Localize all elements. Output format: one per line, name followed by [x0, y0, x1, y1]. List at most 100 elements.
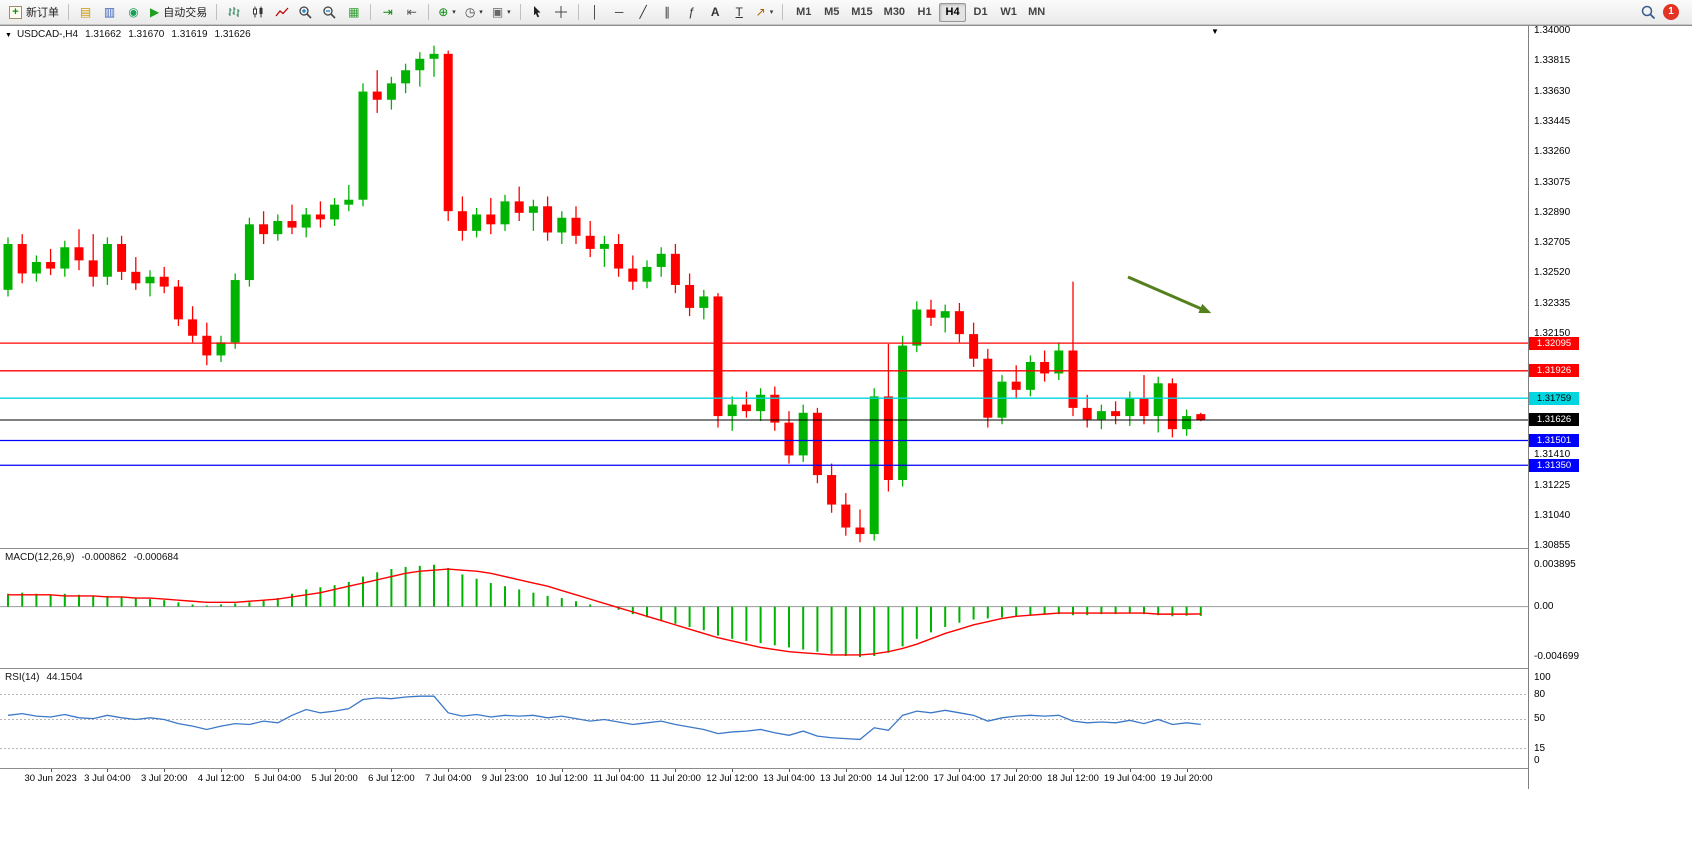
auto-trading-icon: ▶: [150, 5, 160, 19]
price-line-badge: 1.31926: [1529, 364, 1579, 378]
bear-candle: [514, 201, 524, 213]
pane-separator[interactable]: [0, 668, 1692, 669]
chart-shift-button[interactable]: ⇤: [400, 2, 423, 23]
text-button[interactable]: A: [704, 2, 727, 23]
crosshair-button[interactable]: [550, 2, 573, 23]
macd-title: MACD(12,26,9): [5, 552, 75, 563]
bar-chart-button[interactable]: [222, 2, 245, 23]
tile-windows-button[interactable]: ▦: [342, 2, 365, 23]
bear-candle: [202, 335, 212, 356]
navigator-button[interactable]: ▥: [98, 2, 121, 23]
timeframe-button-m5[interactable]: M5: [818, 3, 845, 22]
toolbar-separator: [519, 4, 521, 20]
time-tick: [1129, 769, 1131, 772]
periods-button[interactable]: ◷ ▾: [461, 2, 487, 23]
candlestick-chart-canvas[interactable]: [0, 26, 1528, 548]
cursor-icon: [534, 6, 541, 18]
bear-candle: [17, 243, 27, 274]
timeframe-button-m30[interactable]: M30: [879, 3, 910, 22]
rsi-pane: RSI(14) 44.1504: [0, 669, 1528, 768]
bull-candle: [898, 345, 908, 480]
timeframe-button-h4[interactable]: H4: [939, 2, 967, 22]
cursor-button[interactable]: [526, 2, 549, 23]
time-axis-label: 3 Jul 20:00: [140, 773, 188, 784]
time-axis-label: 19 Jul 04:00: [1103, 773, 1156, 784]
trend-arrow-annotation: [1127, 275, 1205, 312]
price-axis-label: 1.31040: [1534, 510, 1571, 522]
zoom-out-button[interactable]: [318, 2, 341, 23]
templates-button[interactable]: ▣ ▾: [488, 2, 515, 23]
symbol-period-label: USDCAD-,H4: [16, 29, 79, 40]
bear-candle: [770, 394, 780, 423]
bull-candle: [500, 201, 510, 225]
clock-icon: ◷: [464, 5, 476, 19]
timeframe-button-w1[interactable]: W1: [995, 3, 1022, 22]
data-window-button[interactable]: ▤: [74, 2, 97, 23]
price-axis[interactable]: 1.32095 1.31926 1.31759 1.31626 1.31501 1.313…: [1528, 25, 1692, 789]
vertical-line-button[interactable]: │: [584, 2, 607, 23]
bear-candle: [1167, 383, 1177, 430]
timeframe-button-d1[interactable]: D1: [967, 3, 994, 22]
price-axis-label: 1.31225: [1534, 479, 1571, 491]
auto-scroll-button[interactable]: ⇥: [376, 2, 399, 23]
community-icon: ◉: [128, 5, 139, 19]
community-button[interactable]: ◉: [122, 2, 145, 23]
timeframe-button-m15[interactable]: M15: [846, 3, 877, 22]
price-axis-label: 1.33260: [1534, 146, 1571, 158]
bull-candle: [344, 199, 354, 205]
timeframe-button-h1[interactable]: H1: [911, 3, 938, 22]
bear-candle: [614, 243, 624, 269]
auto-trading-button[interactable]: ▶ 自动交易: [146, 2, 211, 23]
line-chart-button[interactable]: [270, 2, 293, 23]
time-axis-label: 19 Jul 20:00: [1160, 773, 1213, 784]
pane-separator[interactable]: [0, 548, 1692, 549]
toolbar-separator: [577, 4, 579, 20]
rsi-chart-canvas[interactable]: [0, 669, 1528, 768]
bear-candle: [827, 475, 837, 505]
zoom-in-button[interactable]: [294, 2, 317, 23]
bull-candle: [1153, 383, 1163, 417]
price-line-badge: 1.31501: [1529, 433, 1579, 447]
bear-candle: [46, 262, 56, 269]
timeframe-button-m1[interactable]: M1: [790, 3, 817, 22]
price-axis-label: 1.32335: [1534, 297, 1571, 309]
trendline-button[interactable]: ╱: [632, 2, 655, 23]
new-order-button[interactable]: + 新订单: [5, 2, 63, 23]
timeframe-button-mn[interactable]: MN: [1023, 3, 1050, 22]
window-menu-icon[interactable]: ▼: [5, 32, 12, 39]
bull-candle: [415, 58, 425, 71]
bull-candle: [330, 204, 340, 220]
bear-candle: [1196, 414, 1206, 420]
horizontal-line-button[interactable]: ─: [608, 2, 631, 23]
time-axis[interactable]: 30 Jun 2023 3 Jul 04:00 3 Jul 20:00 4 Jul 1…: [0, 769, 1528, 789]
time-axis-label: 5 Jul 20:00: [311, 773, 358, 784]
bear-candle: [1139, 398, 1149, 417]
pane-separator: [0, 25, 1692, 26]
notification-badge[interactable]: 1: [1663, 4, 1679, 20]
macd-signal-line: [8, 568, 1201, 656]
bull-candle: [472, 214, 482, 231]
candlestick-chart-button[interactable]: [246, 2, 269, 23]
indicators-button[interactable]: ⊕ ▾: [434, 2, 460, 23]
macd-chart-canvas[interactable]: [0, 549, 1528, 668]
arrows-button[interactable]: ↗ ▾: [752, 2, 778, 23]
time-axis-label: 11 Jul 04:00: [593, 773, 645, 784]
bull-candle: [656, 253, 666, 267]
equidistant-channel-button[interactable]: ∥: [656, 2, 679, 23]
chart-window: ▼ USDCAD-,H4 1.31662 1.31670 1.31619 1.3…: [0, 25, 1692, 850]
time-tick: [164, 769, 166, 772]
bear-candle: [173, 286, 183, 320]
fibonacci-button[interactable]: ƒ: [680, 2, 703, 23]
price-line-badge: 1.31350: [1529, 458, 1579, 472]
text-label-button[interactable]: T: [728, 2, 751, 23]
bear-candle: [713, 296, 723, 417]
tile-windows-icon: ▦: [348, 5, 360, 19]
chart-shift-marker[interactable]: ▼: [1211, 27, 1219, 36]
bull-candle: [31, 262, 41, 274]
time-tick: [448, 769, 450, 772]
time-tick: [902, 769, 904, 772]
search-button[interactable]: [1636, 2, 1660, 23]
bull-candle: [301, 214, 311, 228]
bear-candle: [372, 91, 382, 100]
time-axis-label: 13 Jul 04:00: [763, 773, 815, 784]
